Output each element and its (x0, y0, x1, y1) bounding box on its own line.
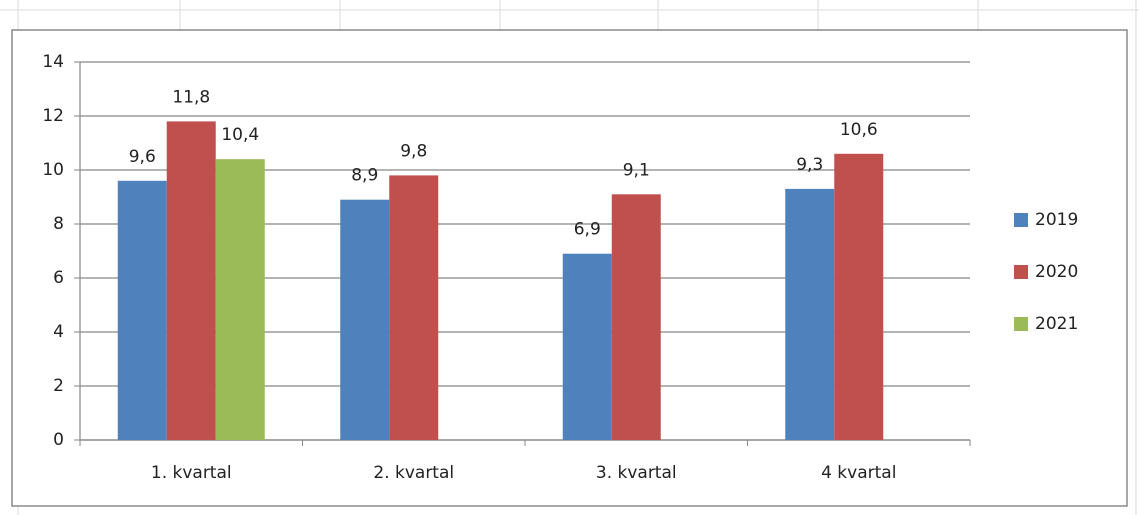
bar (117, 180, 167, 441)
x-tick-label: 2. kvartal (373, 463, 454, 483)
bar (389, 175, 439, 440)
bar (611, 194, 661, 440)
y-tick-label: 4 (53, 322, 64, 342)
value-label: 10,4 (221, 125, 259, 145)
x-tick-label: 1. kvartal (151, 463, 232, 483)
y-tick-label: 14 (42, 52, 64, 72)
value-label: 9,6 (129, 147, 156, 167)
value-label: 10,6 (840, 120, 878, 140)
y-tick-label: 0 (53, 430, 64, 450)
legend-label: 2020 (1035, 262, 1078, 282)
legend-swatch (1014, 265, 1028, 279)
value-label: 9,3 (796, 155, 823, 175)
legend-swatch (1014, 317, 1028, 331)
y-tick-label: 10 (42, 160, 64, 180)
bar (785, 188, 835, 440)
value-label: 8,9 (351, 166, 378, 186)
legend-swatch (1014, 213, 1028, 227)
x-tick-label: 3. kvartal (596, 463, 677, 483)
bar (166, 121, 216, 441)
bar (215, 159, 265, 440)
bar (340, 199, 390, 440)
y-tick-label: 8 (53, 214, 64, 234)
value-label: 6,9 (574, 220, 601, 240)
value-label: 9,1 (623, 160, 650, 180)
y-tick-label: 12 (42, 106, 64, 126)
x-tick-label: 4 kvartal (821, 463, 896, 483)
y-tick-label: 2 (53, 376, 64, 396)
value-label: 9,8 (400, 141, 427, 161)
value-label: 11,8 (172, 87, 210, 107)
legend-label: 2019 (1035, 210, 1078, 230)
bar (834, 153, 884, 441)
legend-label: 2021 (1035, 314, 1078, 334)
y-tick-label: 6 (53, 268, 64, 288)
bar (562, 253, 612, 440)
